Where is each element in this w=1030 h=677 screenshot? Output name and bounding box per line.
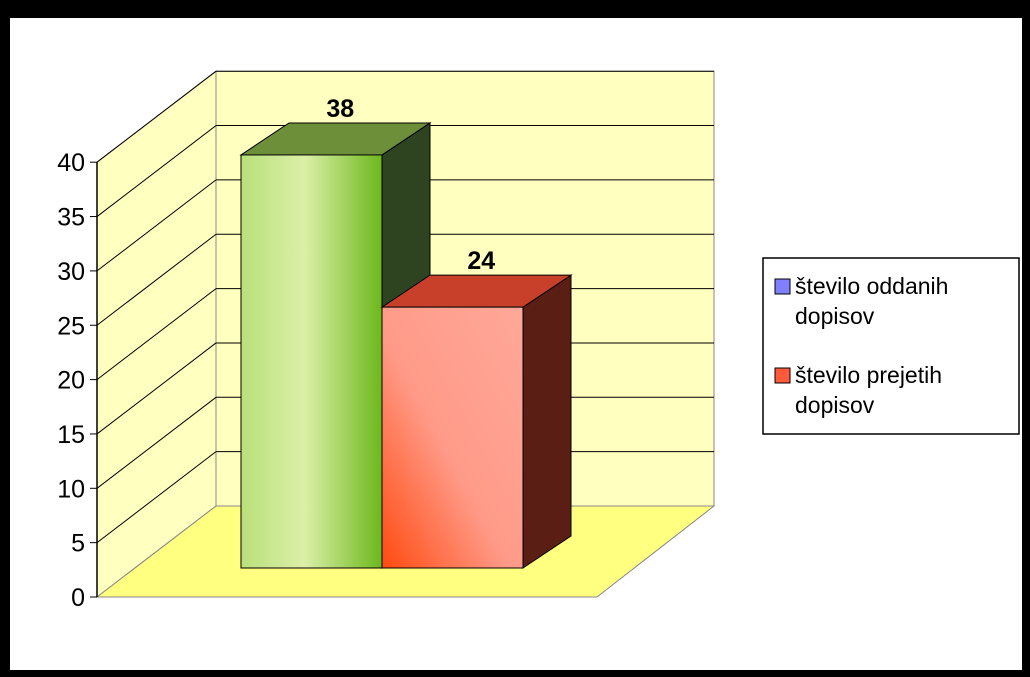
gridline bbox=[96, 233, 217, 326]
gridline bbox=[96, 342, 217, 435]
y-tick-label: 15 bbox=[57, 421, 85, 449]
y-tick-label: 25 bbox=[57, 312, 85, 340]
legend-swatch bbox=[774, 278, 791, 295]
gridline bbox=[96, 288, 217, 380]
bars bbox=[239, 122, 573, 569]
y-tick-label: 30 bbox=[57, 258, 85, 286]
gridline bbox=[96, 396, 217, 489]
bar bbox=[381, 306, 524, 569]
gridline bbox=[96, 125, 217, 217]
y-tick-label: 10 bbox=[57, 475, 85, 503]
y-tick-label: 35 bbox=[57, 204, 85, 232]
data-labels: 38 24 bbox=[326, 95, 495, 275]
bar bbox=[240, 154, 383, 569]
bar-side bbox=[522, 274, 572, 569]
legend-label: število prejetih dopisov bbox=[795, 362, 942, 418]
y-tick-label: 40 bbox=[57, 149, 85, 177]
y-tick-label: 0 bbox=[71, 584, 85, 612]
y-tick-label: 5 bbox=[71, 530, 85, 558]
gridline bbox=[96, 70, 217, 163]
data-label: 38 bbox=[326, 95, 354, 123]
gridline bbox=[96, 451, 217, 544]
legend-box bbox=[762, 257, 1020, 435]
y-axis: 0 5 10 15 20 25 30 35 40 bbox=[57, 149, 98, 612]
gridline bbox=[96, 179, 217, 272]
legend: število oddanih dopisov število prejetih do… bbox=[762, 257, 1020, 435]
data-label: 24 bbox=[467, 247, 495, 275]
legend-swatch bbox=[774, 367, 791, 384]
y-tick-label: 20 bbox=[57, 367, 85, 395]
legend-label: število oddanih dopisov bbox=[795, 273, 948, 329]
